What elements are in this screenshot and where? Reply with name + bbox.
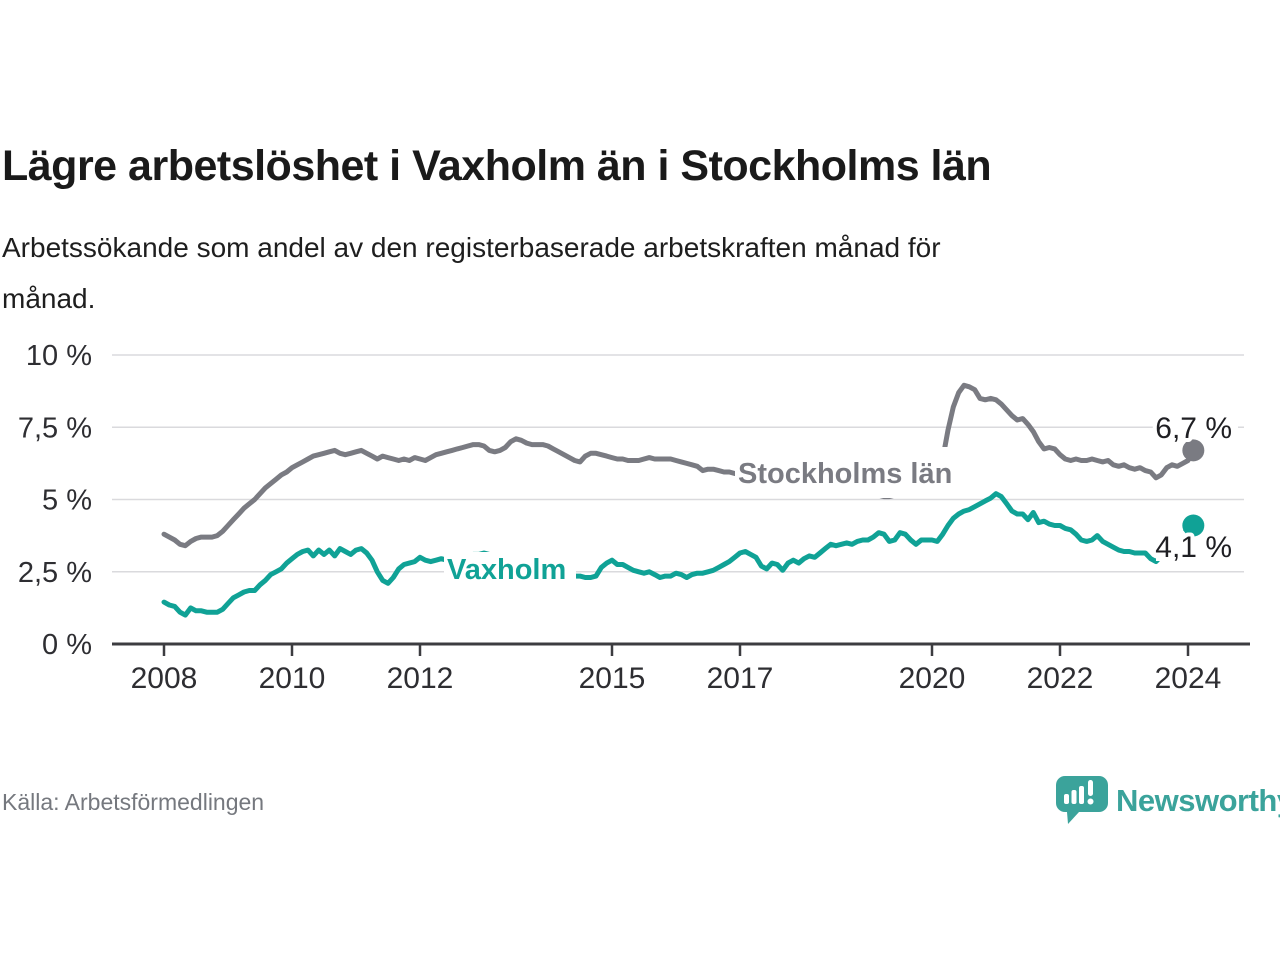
x-tick-label: 2020 bbox=[899, 662, 966, 695]
logo-bar-3 bbox=[1079, 786, 1084, 804]
logo-bar-2 bbox=[1071, 790, 1077, 804]
subtitle-line-2: månad. bbox=[2, 283, 96, 314]
series-label-mask-1 bbox=[444, 552, 576, 586]
x-tick-label: 2015 bbox=[579, 662, 646, 695]
x-tick-label: 2017 bbox=[707, 662, 774, 695]
subtitle-line-1: Arbetssökande som andel av den registerb… bbox=[2, 232, 941, 263]
end-dot-vaxholm bbox=[1182, 514, 1205, 537]
page-title: Lägre arbetslöshet i Vaxholm än i Stockh… bbox=[2, 142, 992, 190]
y-tick-label: 2,5 % bbox=[18, 557, 92, 589]
end-point-dots bbox=[1182, 439, 1205, 537]
end-dot-stockholms-län bbox=[1182, 439, 1205, 462]
newsworthy-logo-icon bbox=[1056, 776, 1108, 824]
logo-exclamation-dot bbox=[1087, 798, 1094, 805]
gridlines bbox=[112, 354, 1244, 573]
x-tick-label: 2008 bbox=[131, 662, 198, 695]
y-tick-label: 10 % bbox=[26, 340, 92, 372]
label-masks bbox=[444, 412, 1238, 586]
x-tick-label: 2024 bbox=[1155, 662, 1222, 695]
series-label-vaxholm: Vaxholm bbox=[447, 554, 566, 586]
brand-wordmark: Newsworthy bbox=[1116, 783, 1280, 818]
x-axis bbox=[112, 642, 1250, 656]
end-value-label-vaxholm: 4,1 % bbox=[1155, 531, 1232, 564]
value-label-mask-1 bbox=[1156, 531, 1238, 561]
data-lines bbox=[161, 382, 1196, 618]
x-tick-label: 2022 bbox=[1027, 662, 1094, 695]
y-tick-label: 0 % bbox=[42, 629, 92, 661]
line-vaxholm bbox=[161, 491, 1196, 618]
source-caption: Källa: Arbetsförmedlingen bbox=[2, 789, 265, 815]
value-label-mask-0 bbox=[1156, 412, 1238, 442]
end-value-label-stockholms-län: 6,7 % bbox=[1155, 412, 1232, 445]
x-tick-label: 2010 bbox=[259, 662, 326, 695]
y-tick-label: 5 % bbox=[42, 485, 92, 517]
series-and-value-labels: Stockholms län Vaxholm 6,7 % 4,1 % bbox=[447, 408, 1236, 586]
x-axis-labels: 2008 2010 2012 2015 2017 2020 2022 2024 bbox=[131, 662, 1222, 695]
y-tick-label: 7,5 % bbox=[18, 412, 92, 444]
logo-bar-1 bbox=[1064, 794, 1069, 804]
unemployment-line-chart: 0 % 2,5 % 5 % 7,5 % 10 % 2008 2010 2012 2015 201… bbox=[18, 340, 1250, 695]
series-label-mask-0 bbox=[735, 447, 968, 498]
x-tick-label: 2012 bbox=[387, 662, 454, 695]
chart-subtitle: Arbetssökande som andel av den registerb… bbox=[2, 222, 1222, 324]
line-stockholms-län bbox=[161, 382, 1196, 549]
series-label-stockholms-län: Stockholms län bbox=[738, 458, 952, 490]
logo-exclamation-bar bbox=[1088, 780, 1093, 796]
y-axis-labels: 0 % 2,5 % 5 % 7,5 % 10 % bbox=[18, 340, 92, 661]
